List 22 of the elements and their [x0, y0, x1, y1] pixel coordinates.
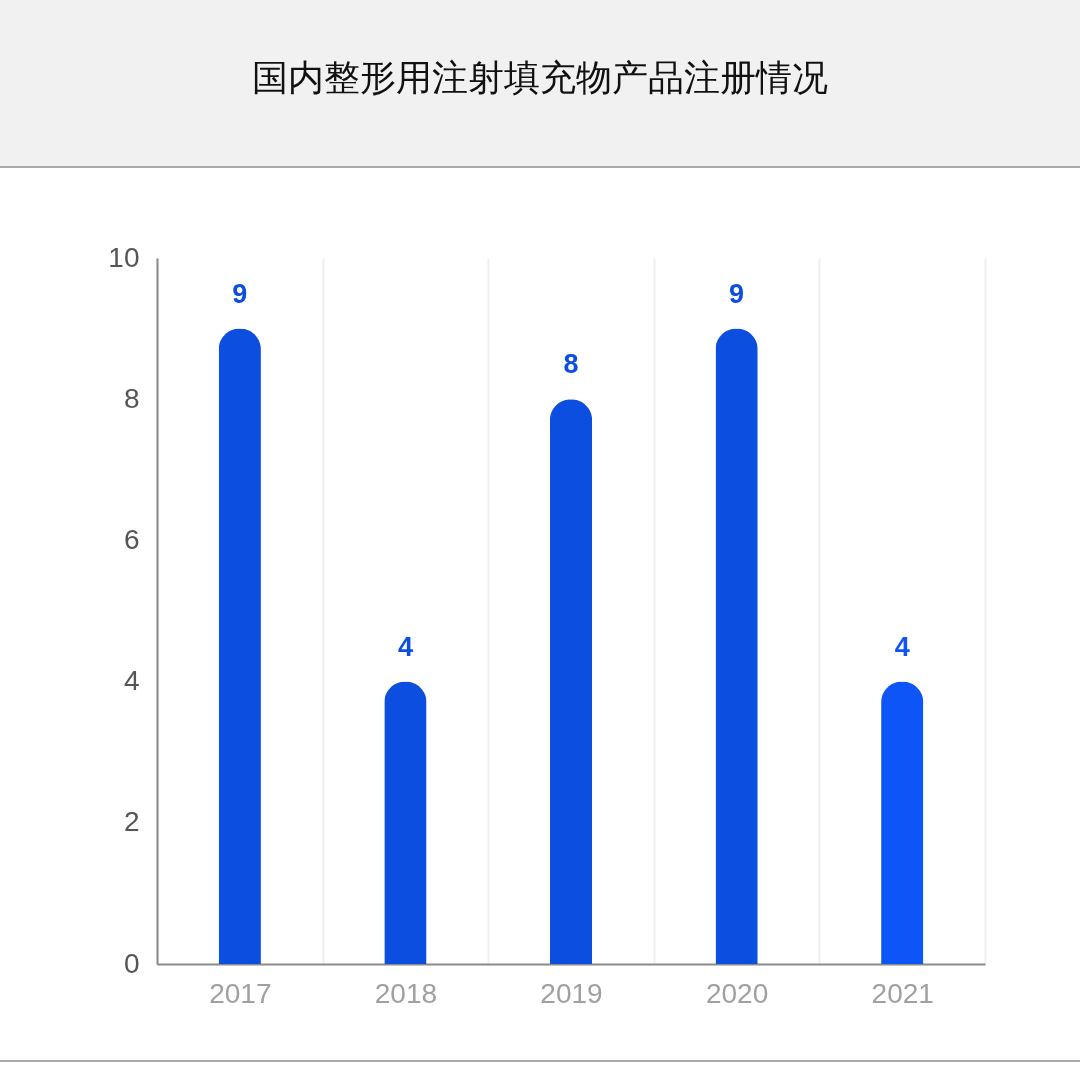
bar — [881, 681, 924, 964]
x-tick-label: 2018 — [374, 977, 438, 1009]
bar — [715, 328, 758, 964]
y-tick-label: 8 — [123, 382, 140, 414]
y-tick-label: 4 — [123, 665, 140, 697]
bar — [218, 328, 261, 964]
y-tick-label: 2 — [123, 806, 140, 838]
data-label: 4 — [894, 631, 910, 662]
bar — [384, 681, 427, 964]
chart-title: 国内整形用注射填充物产品注册情况 — [252, 55, 828, 100]
data-label: 8 — [563, 349, 579, 380]
x-tick-label: 2020 — [705, 977, 769, 1009]
y-tick-label: 10 — [108, 241, 140, 273]
data-label: 9 — [729, 278, 745, 309]
data-label: 9 — [232, 278, 248, 309]
data-label: 4 — [397, 631, 413, 662]
y-tick-label: 6 — [123, 523, 140, 555]
x-tick-label: 2021 — [871, 977, 934, 1009]
x-tick-label: 2019 — [540, 977, 603, 1009]
y-tick-label: 0 — [123, 947, 140, 979]
bar — [549, 399, 593, 964]
x-tick-label: 2017 — [209, 977, 272, 1009]
